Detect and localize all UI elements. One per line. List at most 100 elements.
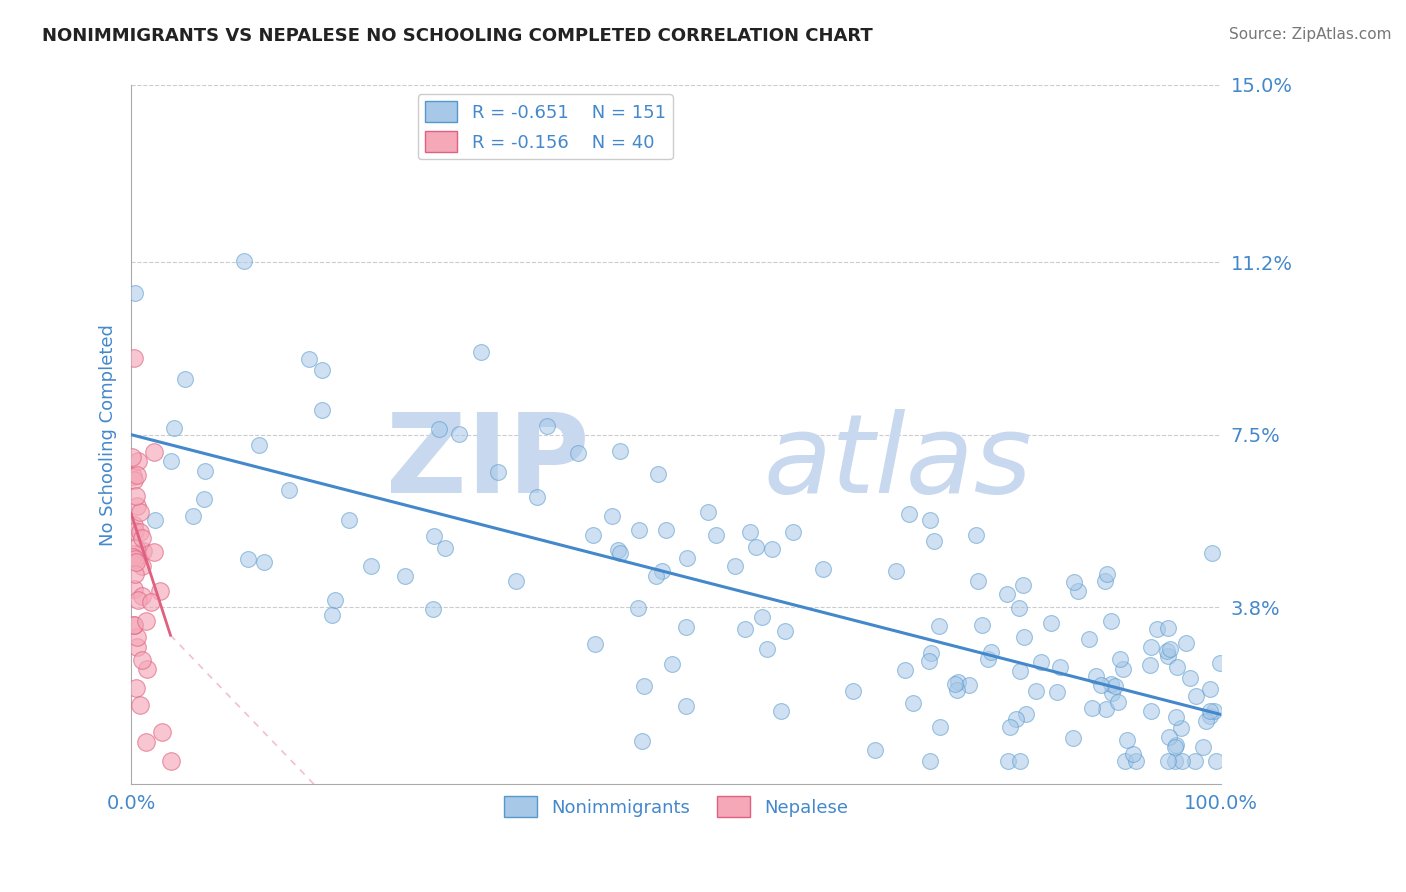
Point — [422, 529, 444, 543]
Point — [128, 505, 150, 519]
Point — [321, 608, 343, 623]
Point — [127, 454, 149, 468]
Point — [311, 362, 333, 376]
Point — [298, 351, 321, 366]
Point — [842, 684, 865, 698]
Point — [360, 559, 382, 574]
Point — [127, 593, 149, 607]
Point — [745, 541, 768, 555]
Point — [957, 678, 980, 692]
Point — [526, 491, 548, 505]
Point — [278, 483, 301, 498]
Point — [135, 735, 157, 749]
Point — [1146, 622, 1168, 636]
Point — [1208, 657, 1230, 671]
Point — [1008, 601, 1031, 615]
Point — [606, 542, 628, 557]
Point — [655, 524, 678, 538]
Point — [173, 372, 195, 386]
Text: ZIP: ZIP — [385, 409, 589, 516]
Point — [1164, 754, 1187, 768]
Point — [394, 569, 416, 583]
Point — [1025, 684, 1047, 698]
Point — [132, 543, 155, 558]
Point — [124, 286, 146, 301]
Point — [972, 617, 994, 632]
Point — [127, 467, 149, 482]
Point — [1199, 681, 1222, 696]
Point — [131, 653, 153, 667]
Point — [122, 547, 145, 561]
Point — [627, 601, 650, 615]
Point — [1005, 713, 1028, 727]
Point — [1112, 662, 1135, 676]
Point — [863, 743, 886, 757]
Point — [159, 453, 181, 467]
Point — [651, 564, 673, 578]
Text: NONIMMIGRANTS VS NEPALESE NO SCHOOLING COMPLETED CORRELATION CHART: NONIMMIGRANTS VS NEPALESE NO SCHOOLING C… — [42, 27, 873, 45]
Point — [122, 582, 145, 596]
Point — [980, 645, 1002, 659]
Point — [1046, 685, 1069, 699]
Point — [894, 663, 917, 677]
Point — [1099, 614, 1122, 628]
Point — [1139, 658, 1161, 673]
Point — [1156, 643, 1178, 657]
Point — [1204, 704, 1226, 718]
Point — [429, 422, 451, 436]
Point — [121, 450, 143, 464]
Point — [1101, 686, 1123, 700]
Point — [129, 524, 152, 539]
Point — [125, 555, 148, 569]
Point — [125, 500, 148, 514]
Point — [1140, 704, 1163, 718]
Point — [323, 592, 346, 607]
Point — [647, 467, 669, 481]
Point — [1184, 754, 1206, 768]
Point — [943, 677, 966, 691]
Point — [1012, 630, 1035, 644]
Point — [1114, 754, 1136, 768]
Point — [1085, 669, 1108, 683]
Point — [1095, 566, 1118, 581]
Point — [751, 610, 773, 624]
Point — [1094, 574, 1116, 588]
Point — [756, 642, 779, 657]
Point — [125, 489, 148, 503]
Point — [1175, 636, 1198, 650]
Point — [1015, 707, 1038, 722]
Point — [928, 618, 950, 632]
Point — [675, 551, 697, 566]
Point — [583, 637, 606, 651]
Point — [1039, 615, 1062, 630]
Point — [1194, 714, 1216, 728]
Point — [1000, 720, 1022, 734]
Point — [122, 549, 145, 564]
Point — [627, 524, 650, 538]
Point — [1191, 740, 1213, 755]
Point — [125, 681, 148, 695]
Point — [1199, 704, 1222, 718]
Point — [143, 513, 166, 527]
Point — [433, 541, 456, 555]
Point — [311, 402, 333, 417]
Point — [247, 438, 270, 452]
Point — [194, 464, 217, 478]
Point — [136, 662, 159, 676]
Point — [124, 552, 146, 566]
Point — [965, 527, 987, 541]
Point — [967, 574, 990, 588]
Y-axis label: No Schooling Completed: No Schooling Completed — [100, 324, 117, 546]
Point — [600, 509, 623, 524]
Point — [1180, 671, 1202, 685]
Point — [1010, 754, 1032, 768]
Point — [706, 527, 728, 541]
Point — [1108, 652, 1130, 666]
Point — [918, 654, 941, 668]
Point — [929, 721, 952, 735]
Point — [1205, 754, 1227, 768]
Point — [150, 725, 173, 739]
Point — [661, 657, 683, 671]
Point — [122, 518, 145, 533]
Point — [631, 733, 654, 747]
